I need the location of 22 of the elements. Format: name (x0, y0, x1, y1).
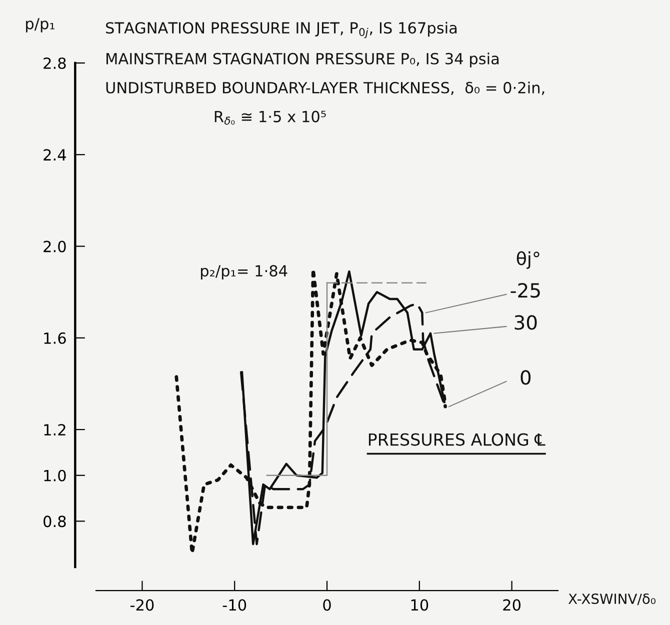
x-axis-title: X-XSWINV/δ₀ (568, 594, 656, 606)
y-tick-label: 2.8 (44, 57, 66, 70)
text: 0 (520, 370, 531, 385)
x-tick-label: 0 (323, 599, 331, 611)
chart-title: STAGNATION PRESSURE IN JET, P$_{0j}$, IS 167psia (106, 22, 457, 38)
y-tick-label: 0.8 (44, 516, 66, 528)
annotation: p₂/p₁= 1·84 (200, 265, 288, 280)
x-tick-label: -20 (130, 599, 154, 611)
text: 30 (514, 315, 537, 330)
text: -25 (510, 283, 540, 298)
y-tick-label: 1.6 (44, 332, 66, 344)
legend-title: θj° (516, 251, 540, 269)
y-tick-label: 1.0 (44, 470, 66, 482)
x-tick-label: 20 (503, 599, 521, 611)
text: MAINSTREAM STAGNATION PRESSURE P₀, IS 34 psia UNDISTURBED BOUNDARY-LAYER THICKNESS, δ₀ = 0·2in, R$_{δ₀}$ ≅ 1·5 x 10⁵ (106, 52, 544, 125)
x-tick-label: -10 (222, 599, 246, 611)
x-tick-label: 10 (411, 599, 428, 611)
annotation: PRESSURES ALONG ℄ (368, 433, 546, 446)
y-tick-label: 1.2 (44, 424, 66, 436)
y-axis-title: p/p₁ (26, 18, 54, 32)
y-tick-label: 2.4 (44, 149, 66, 160)
y-tick-label: 2.0 (44, 240, 66, 252)
